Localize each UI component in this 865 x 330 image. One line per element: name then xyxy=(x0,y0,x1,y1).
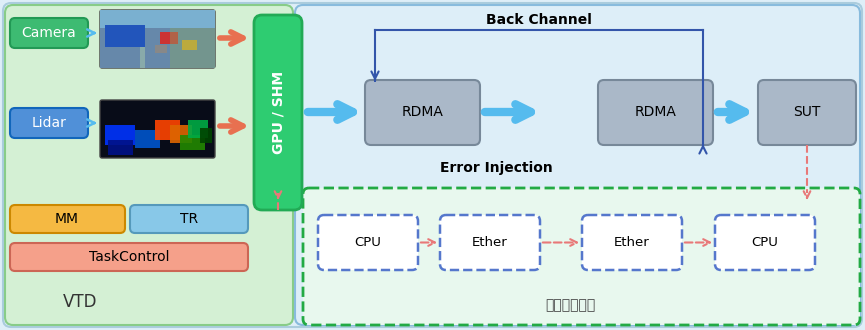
Text: CPU: CPU xyxy=(752,236,778,249)
Text: Camera: Camera xyxy=(22,26,76,40)
Bar xyxy=(108,140,133,155)
Bar xyxy=(135,130,160,148)
Text: Ether: Ether xyxy=(614,236,650,249)
Text: RDMA: RDMA xyxy=(401,106,444,119)
Bar xyxy=(140,28,145,68)
FancyBboxPatch shape xyxy=(100,100,215,158)
Text: Lidar: Lidar xyxy=(31,116,67,130)
FancyBboxPatch shape xyxy=(598,80,713,145)
Bar xyxy=(170,28,215,68)
Text: CPU: CPU xyxy=(355,236,381,249)
Bar xyxy=(105,25,145,47)
Bar xyxy=(100,28,215,68)
FancyBboxPatch shape xyxy=(10,18,88,48)
Bar xyxy=(100,10,215,28)
Bar xyxy=(155,45,167,53)
Text: Error Injection: Error Injection xyxy=(440,161,553,175)
FancyBboxPatch shape xyxy=(440,215,540,270)
FancyBboxPatch shape xyxy=(10,108,88,138)
Bar xyxy=(170,125,192,143)
Text: Ether: Ether xyxy=(472,236,508,249)
Text: RDMA: RDMA xyxy=(635,106,676,119)
FancyBboxPatch shape xyxy=(715,215,815,270)
Text: TaskControl: TaskControl xyxy=(89,250,170,264)
Text: GPU / SHM: GPU / SHM xyxy=(271,71,285,154)
FancyBboxPatch shape xyxy=(254,15,302,210)
FancyBboxPatch shape xyxy=(3,3,862,327)
FancyBboxPatch shape xyxy=(303,188,860,325)
FancyBboxPatch shape xyxy=(295,5,860,325)
Text: 传统传输方案: 传统传输方案 xyxy=(545,298,595,312)
FancyBboxPatch shape xyxy=(5,5,293,325)
Bar xyxy=(180,135,205,150)
Text: TR: TR xyxy=(180,212,198,226)
Text: MM: MM xyxy=(55,212,79,226)
Bar xyxy=(155,120,180,140)
Bar xyxy=(543,5,598,325)
FancyBboxPatch shape xyxy=(582,215,682,270)
FancyBboxPatch shape xyxy=(318,215,418,270)
FancyBboxPatch shape xyxy=(365,80,480,145)
Bar xyxy=(160,32,178,44)
Text: VTD: VTD xyxy=(63,293,97,311)
Bar xyxy=(182,40,197,50)
FancyBboxPatch shape xyxy=(10,243,248,271)
FancyBboxPatch shape xyxy=(10,205,125,233)
Bar xyxy=(188,120,208,138)
Bar xyxy=(105,125,135,145)
FancyBboxPatch shape xyxy=(100,10,215,68)
Bar xyxy=(200,128,212,143)
FancyBboxPatch shape xyxy=(130,205,248,233)
Text: SUT: SUT xyxy=(793,106,821,119)
Text: Back Channel: Back Channel xyxy=(486,13,592,27)
FancyBboxPatch shape xyxy=(758,80,856,145)
